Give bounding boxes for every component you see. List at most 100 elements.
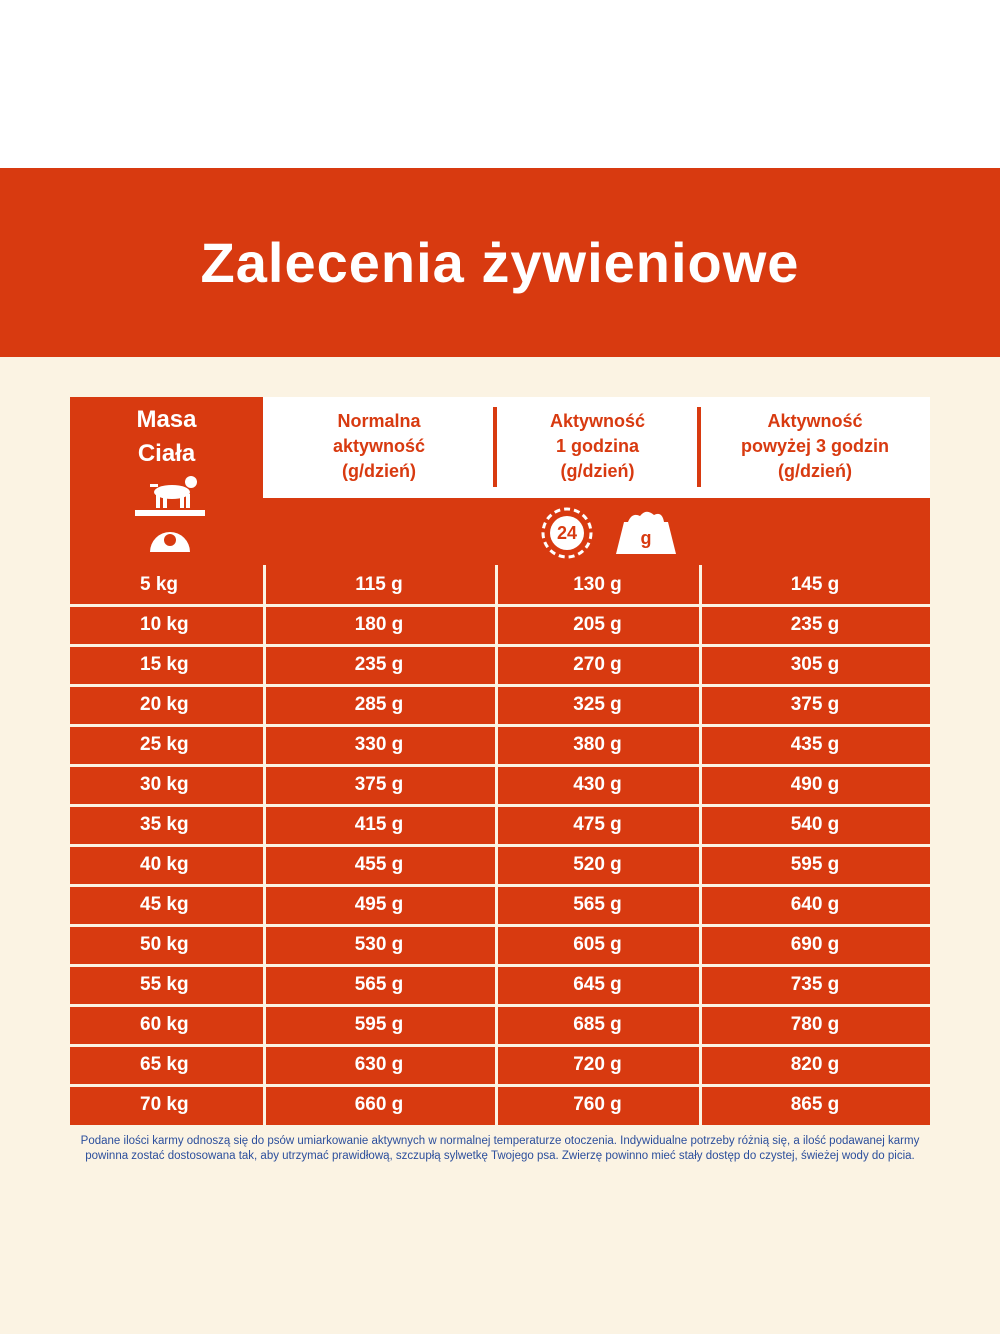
amount-cell: 325 g — [573, 694, 622, 715]
corner-header: Masa Ciała — [70, 403, 263, 471]
amount-cell: 605 g — [573, 934, 622, 955]
amount-cell: 720 g — [573, 1054, 622, 1075]
clock-label: 24 — [557, 523, 577, 543]
amount-cell: 285 g — [354, 694, 404, 715]
bowl-label: g — [641, 528, 652, 548]
dog-scale-icon — [135, 476, 205, 552]
column-header: Aktywność powyżej 3 godzin (g/dzień) — [700, 409, 930, 484]
column-header-line: aktywność — [332, 436, 426, 456]
amount-cell: 645 g — [573, 974, 622, 995]
title: Zalecenia żywieniowe — [200, 231, 800, 294]
amount-cell: 415 g — [354, 814, 404, 835]
amount-cell: 305 g — [790, 654, 840, 675]
amount-cell: 380 g — [573, 734, 622, 755]
amount-cell: 595 g — [790, 854, 840, 875]
amount-cell: 455 g — [354, 854, 404, 875]
amount-cell: 520 g — [573, 854, 622, 875]
corner-line: Ciała — [137, 440, 196, 467]
column-divider — [263, 565, 266, 1125]
amount-cell: 235 g — [354, 654, 404, 675]
weight-cell: 35 kg — [140, 814, 189, 835]
column-header-line: (g/dzień) — [342, 461, 416, 481]
row-separator — [70, 764, 930, 767]
weight-cell: 70 kg — [140, 1094, 189, 1115]
row-separator — [70, 1044, 930, 1047]
column-header-line: Aktywność — [767, 411, 863, 431]
row-separator — [70, 844, 930, 847]
column-divider — [495, 565, 498, 1125]
footnote: Podane ilości karmy odnoszą się do psów … — [40, 1134, 960, 1164]
amount-cell: 565 g — [573, 894, 622, 915]
weight-cell: 25 kg — [140, 734, 189, 755]
amount-cell: 540 g — [790, 814, 840, 835]
weight-cell: 5 kg — [140, 574, 179, 595]
amount-cell: 115 g — [355, 574, 403, 595]
amount-cell: 490 g — [790, 774, 840, 795]
weight-cell: 30 kg — [140, 774, 189, 795]
row-separator — [70, 604, 930, 607]
top-space — [0, 0, 1000, 168]
amount-cell: 685 g — [573, 1014, 622, 1035]
row-separator — [70, 804, 930, 807]
amount-cell: 430 g — [573, 774, 622, 795]
column-header: Normalna aktywność (g/dzień) — [263, 409, 495, 484]
amount-cell: 180 g — [354, 614, 404, 635]
amount-cell: 760 g — [573, 1094, 622, 1115]
column-header: Aktywność 1 godzina (g/dzień) — [495, 409, 700, 484]
amount-cell: 735 g — [790, 974, 840, 995]
footnote-line: Podane ilości karmy odnoszą się do psów … — [80, 1135, 920, 1147]
amount-cell: 780 g — [790, 1014, 840, 1035]
header-divider — [697, 407, 701, 487]
amount-cell: 690 g — [790, 934, 840, 955]
header-divider — [493, 407, 497, 487]
column-header-line: Aktywność — [549, 411, 646, 431]
weight-cell: 55 kg — [140, 974, 189, 995]
row-separator — [70, 1004, 930, 1007]
amount-cell: 630 g — [354, 1054, 404, 1075]
amount-cell: 145 g — [790, 574, 840, 595]
weight-cell: 65 kg — [140, 1054, 189, 1075]
amount-cell: 820 g — [790, 1054, 840, 1075]
weight-cell: 15 kg — [140, 654, 189, 675]
row-separator — [70, 884, 930, 887]
row-separator — [70, 924, 930, 927]
row-separator — [70, 724, 930, 727]
corner-line: Masa — [136, 406, 197, 433]
amount-cell: 660 g — [354, 1094, 404, 1115]
row-separator — [70, 684, 930, 687]
column-divider — [699, 565, 702, 1125]
amount-cell: 330 g — [354, 734, 404, 755]
row-separator — [70, 644, 930, 647]
weight-cell: 10 kg — [140, 614, 189, 635]
amount-cell: 640 g — [790, 894, 840, 915]
amount-cell: 495 g — [354, 894, 404, 915]
amount-cell: 565 g — [354, 974, 404, 995]
column-header-line: (g/dzień) — [778, 461, 852, 481]
column-header-line: (g/dzień) — [560, 461, 635, 481]
column-header-line: Normalna — [337, 411, 421, 431]
column-header-line: powyżej 3 godzin — [740, 436, 889, 456]
amount-cell: 375 g — [790, 694, 840, 715]
weight-cell: 40 kg — [140, 854, 189, 875]
row-separator — [70, 1084, 930, 1087]
amount-cell: 530 g — [354, 934, 404, 955]
header-bg — [263, 397, 930, 498]
amount-cell: 375 g — [354, 774, 404, 795]
amount-cell: 205 g — [573, 614, 622, 635]
weight-cell: 60 kg — [140, 1014, 189, 1035]
amount-cell: 235 g — [790, 614, 840, 635]
footnote-line: powinna zostać dostosowana tak, aby utrz… — [85, 1150, 915, 1162]
amount-cell: 270 g — [573, 654, 622, 675]
weight-cell: 20 kg — [140, 694, 189, 715]
column-header-line: 1 godzina — [555, 436, 639, 456]
amount-cell: 475 g — [573, 814, 622, 835]
row-separator — [70, 964, 930, 967]
amount-cell: 595 g — [354, 1014, 404, 1035]
title-band: Zalecenia żywieniowe — [0, 168, 1000, 357]
table — [70, 397, 930, 1125]
amount-cell: 435 g — [790, 734, 840, 755]
weight-cell: 50 kg — [140, 934, 189, 955]
amount-cell: 865 g — [790, 1094, 840, 1115]
amount-cell: 130 g — [573, 574, 622, 595]
